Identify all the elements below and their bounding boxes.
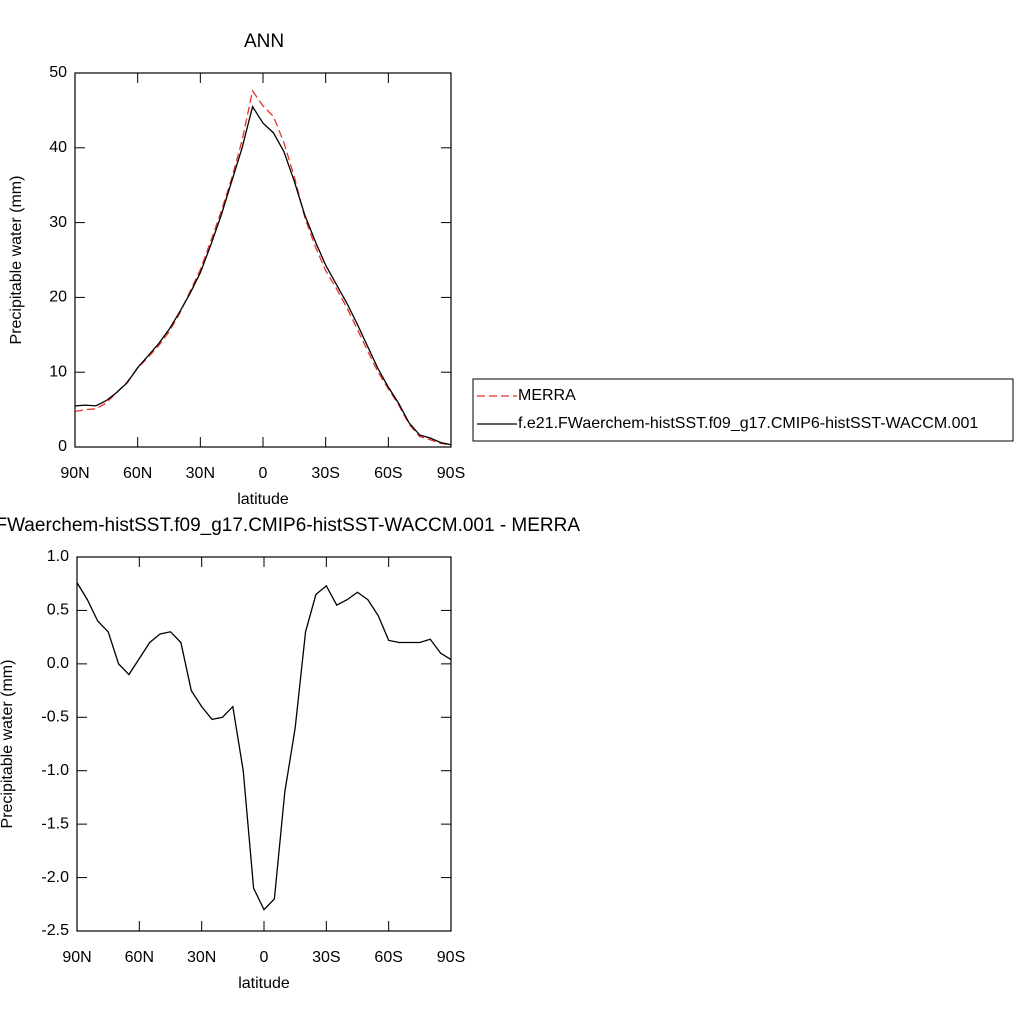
y-axis-label: Precipitable water (mm) xyxy=(0,660,16,829)
x-axis-label: latitude xyxy=(237,491,289,508)
y-tick-label: 0.5 xyxy=(47,602,69,619)
y-tick-label: 0 xyxy=(58,438,67,455)
y-tick-label: -0.5 xyxy=(41,709,69,726)
x-tick-label: 30N xyxy=(186,465,215,482)
chart-title: f.e21.FWaerchem-histSST.f09_g17.CMIP6-hi… xyxy=(0,515,580,536)
x-tick-label: 60N xyxy=(123,465,152,482)
data-line xyxy=(74,105,452,446)
x-tick-label: 0 xyxy=(259,465,268,482)
y-tick-label: -1.0 xyxy=(41,762,69,779)
chart-title: ANN xyxy=(244,31,284,52)
y-tick-label: 40 xyxy=(49,139,67,156)
x-tick-label: 90N xyxy=(60,465,89,482)
legend-label: f.e21.FWaerchem-histSST.f09_g17.CMIP6-hi… xyxy=(518,415,978,432)
y-tick-label: -2.0 xyxy=(41,869,69,886)
y-tick-label: -1.5 xyxy=(41,815,69,832)
y-tick-label: 50 xyxy=(49,64,67,81)
data-line xyxy=(76,582,452,911)
y-tick-label: 20 xyxy=(49,289,67,306)
data-line xyxy=(74,89,452,446)
x-tick-label: 60N xyxy=(125,949,154,966)
x-tick-label: 0 xyxy=(260,949,269,966)
x-axis-label: latitude xyxy=(238,975,290,992)
x-tick-label: 60S xyxy=(374,949,402,966)
x-tick-label: 30S xyxy=(311,465,339,482)
legend-label: MERRA xyxy=(518,387,576,404)
x-tick-label: 30S xyxy=(312,949,340,966)
plot-frame xyxy=(74,72,452,448)
y-tick-label: 10 xyxy=(49,363,67,380)
x-tick-label: 90N xyxy=(62,949,91,966)
legend-box xyxy=(472,378,1014,442)
x-tick-label: 90S xyxy=(437,949,465,966)
y-axis-label: Precipitable water (mm) xyxy=(8,176,25,345)
y-tick-label: 30 xyxy=(49,214,67,231)
y-tick-label: 1.0 xyxy=(47,548,69,565)
x-tick-label: 90S xyxy=(437,465,465,482)
plot-frame xyxy=(76,556,452,932)
x-tick-label: 60S xyxy=(374,465,402,482)
x-tick-label: 30N xyxy=(187,949,216,966)
y-tick-label: -2.5 xyxy=(41,922,69,939)
y-tick-label: 0.0 xyxy=(47,655,69,672)
